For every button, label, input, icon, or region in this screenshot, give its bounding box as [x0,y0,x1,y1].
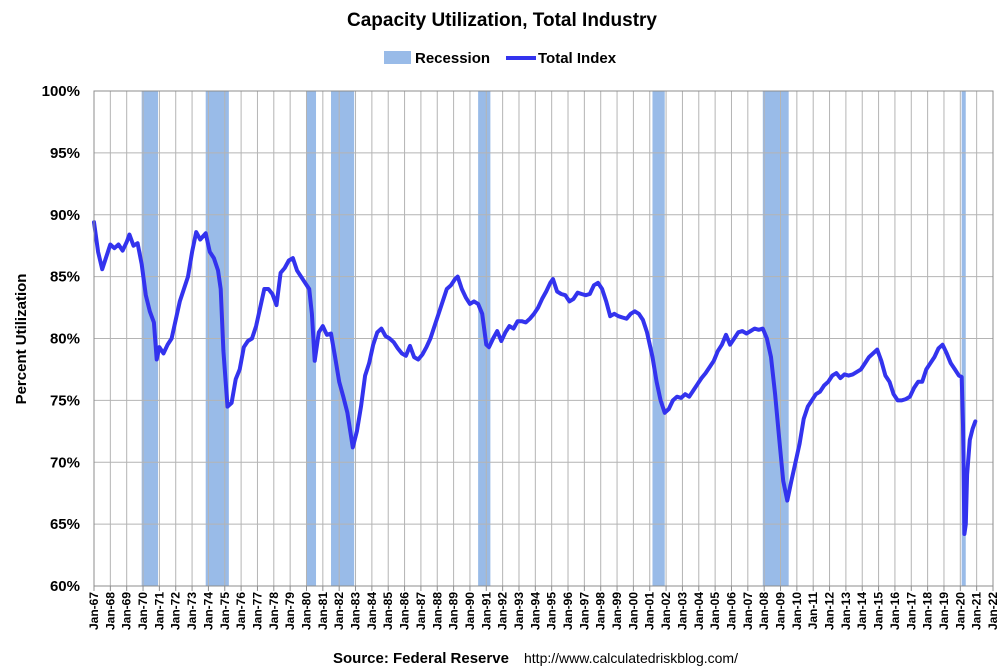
x-tick-label: Jan-00 [626,592,640,630]
series-layer [92,220,978,536]
source-url: http://www.calculatedriskblog.com/ [524,650,738,666]
x-tick-label: Jan-92 [496,592,510,630]
x-tick-label: Jan-78 [267,592,281,630]
x-tick-label: Jan-98 [594,592,608,630]
x-tick-label: Jan-05 [708,592,722,630]
x-tick-label: Jan-88 [430,592,444,630]
series-line-total-index [92,220,978,536]
x-tick-label: Jan-94 [528,592,542,630]
x-tick-label: Jan-83 [349,592,363,630]
x-tick-label: Jan-10 [790,592,804,630]
x-tick-label: Jan-95 [545,592,559,630]
x-tick-label: Jan-14 [855,592,869,630]
y-axis-ticks: 60% 65% 70% 75% 80% 85% 90% 95% 100% [42,83,80,595]
x-tick-label: Jan-77 [250,592,264,630]
x-tick-label: Jan-90 [463,592,477,630]
chart-title: Capacity Utilization, Total Industry [347,10,657,31]
x-tick-label: Jan-12 [823,592,837,630]
x-tick-label: Jan-74 [201,592,215,630]
legend-label-total-index: Total Index [538,50,617,67]
x-tick-label: Jan-17 [904,592,918,630]
chart-legend: Recession Total Index [384,50,617,67]
x-tick-label: Jan-99 [610,592,624,630]
x-tick-label: Jan-19 [937,592,951,630]
x-tick-label: Jan-82 [332,592,346,630]
x-tick-label: Jan-70 [136,592,150,630]
x-tick-label: Jan-73 [185,592,199,630]
x-tick-label: Jan-71 [152,592,166,630]
x-tick-label: Jan-84 [365,592,379,630]
x-tick-label: Jan-07 [741,592,755,630]
x-tick-label: Jan-72 [169,592,183,630]
x-tick-label: Jan-75 [218,592,232,630]
y-tick-label: 95% [50,145,80,162]
x-tick-label: Jan-93 [512,592,526,630]
x-tick-label: Jan-80 [299,592,313,630]
x-tick-label: Jan-85 [381,592,395,630]
x-tick-label: Jan-11 [806,592,820,630]
x-tick-label: Jan-16 [888,592,902,630]
legend-swatch-recession [384,51,411,64]
x-tick-label: Jan-01 [643,592,657,630]
x-tick-label: Jan-69 [120,592,134,630]
x-tick-label: Jan-03 [675,592,689,630]
x-tick-label: Jan-81 [316,592,330,630]
source-footer: Source: Federal Reserve http://www.calcu… [333,650,738,667]
x-tick-label: Jan-06 [724,592,738,630]
plot-border [93,90,994,587]
y-tick-label: 65% [50,516,80,533]
x-tick-label: Jan-15 [872,592,886,630]
x-tick-label: Jan-76 [234,592,248,630]
x-tick-label: Jan-89 [447,592,461,630]
y-tick-label: 70% [50,454,80,471]
y-axis-label: Percent Utilization [13,274,30,405]
x-axis-ticks: Jan-67 Jan-68 Jan-69 Jan-70 Jan-71 Jan-72 Jan-… [87,586,1000,630]
y-tick-label: 85% [50,269,80,286]
x-tick-label: Jan-79 [283,592,297,630]
x-tick-label: Jan-04 [692,592,706,630]
legend-label-recession: Recession [415,50,490,67]
x-tick-label: Jan-67 [87,592,101,630]
x-tick-label: Jan-20 [953,592,967,630]
y-tick-label: 60% [50,578,80,595]
x-tick-label: Jan-18 [921,592,935,630]
y-tick-label: 100% [42,83,80,100]
source-label: Source: Federal Reserve [333,650,509,667]
y-tick-label: 75% [50,392,80,409]
x-tick-label: Jan-08 [757,592,771,630]
x-tick-label: Jan-22 [986,592,1000,630]
plot-area [92,90,994,587]
x-tick-label: Jan-68 [103,592,117,630]
x-tick-label: Jan-87 [414,592,428,630]
x-tick-label: Jan-02 [659,592,673,630]
x-tick-label: Jan-13 [839,592,853,630]
x-tick-label: Jan-21 [970,592,984,630]
x-tick-label: Jan-91 [479,592,493,630]
x-tick-label: Jan-96 [561,592,575,630]
x-tick-label: Jan-86 [398,592,412,630]
y-tick-label: 90% [50,207,80,224]
x-tick-label: Jan-09 [774,592,788,630]
y-tick-label: 80% [50,331,80,348]
x-tick-label: Jan-97 [577,592,591,630]
